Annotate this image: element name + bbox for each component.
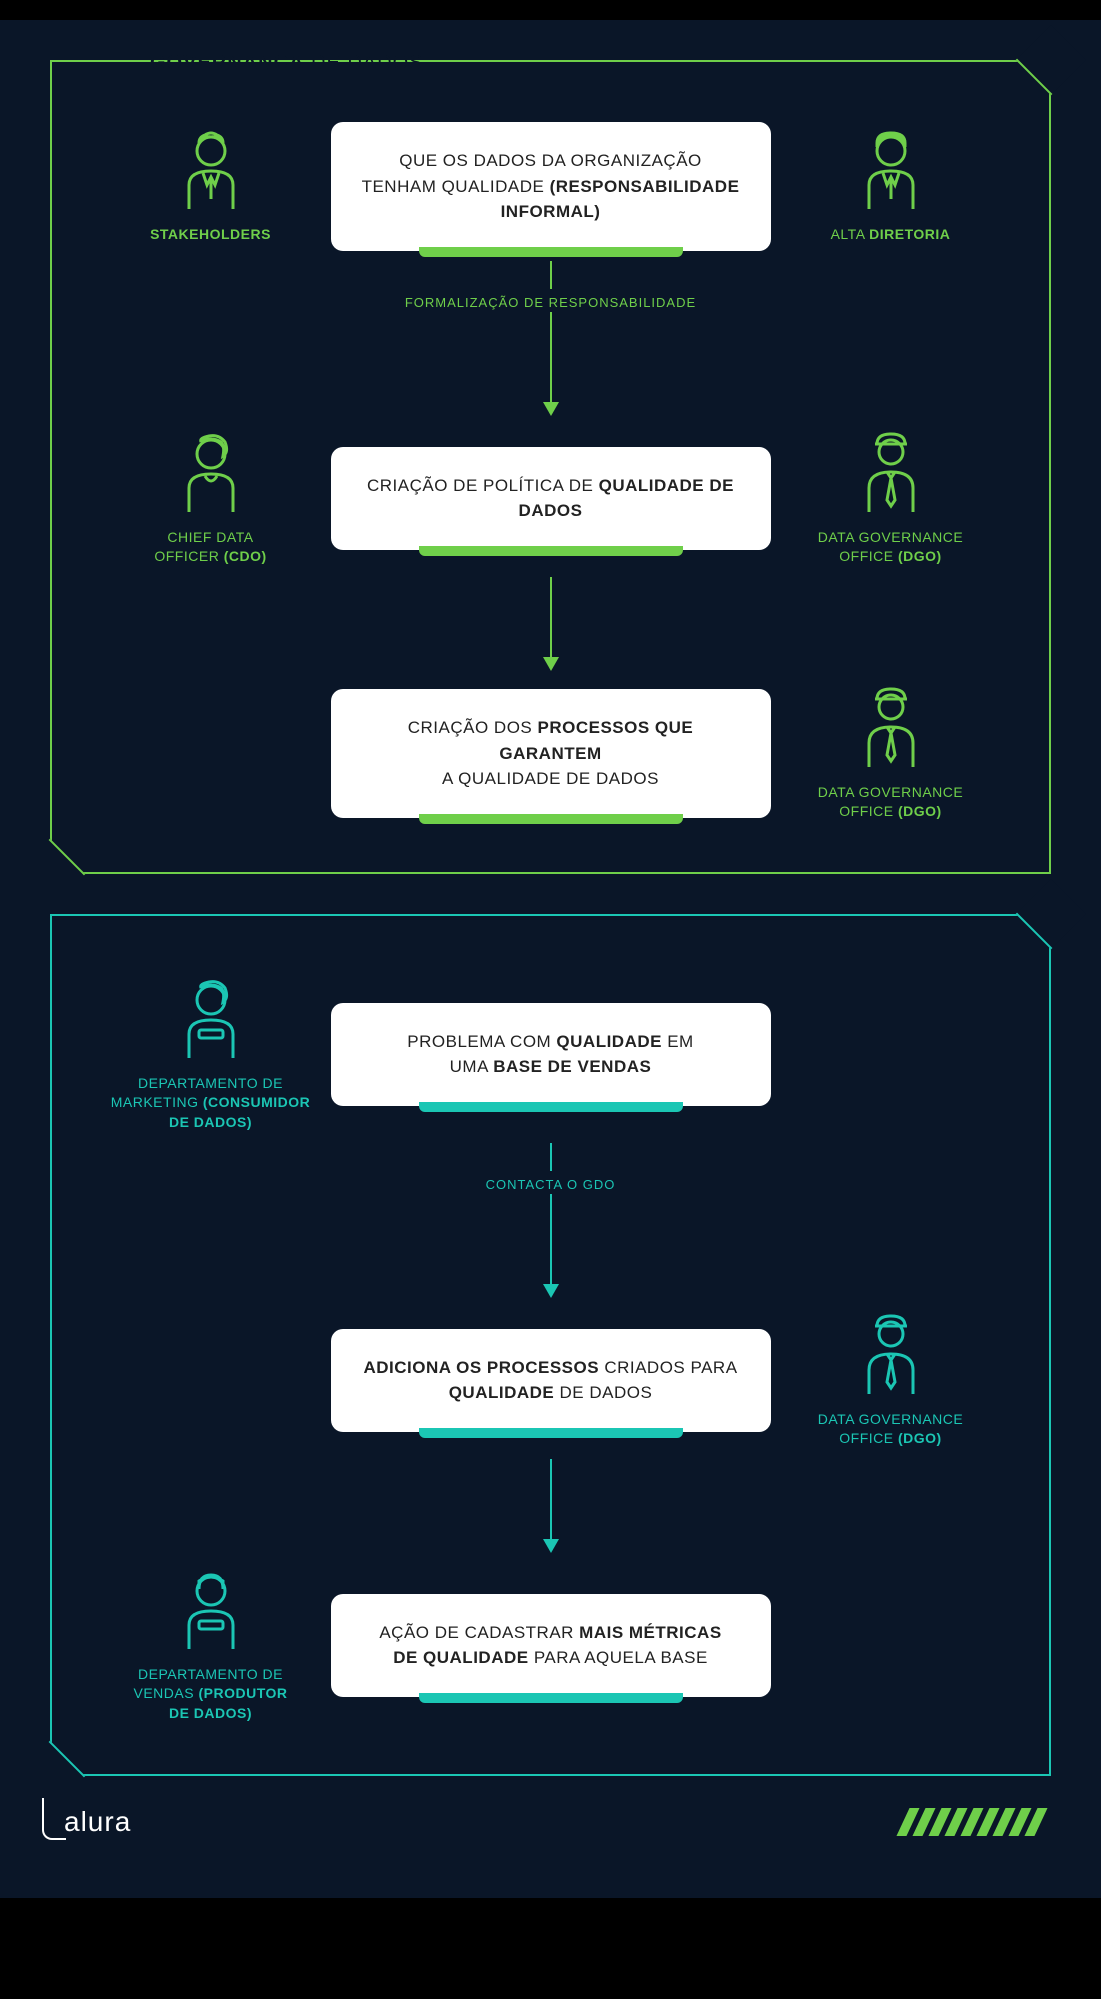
- brand-logo: alura: [60, 1806, 131, 1838]
- role-label: ALTA DIRETORIA: [831, 225, 951, 245]
- flow-card: AÇÃO DE CADASTRAR MAIS MÉTRICASDE QUALID…: [331, 1594, 771, 1697]
- dgo-icon: [851, 1312, 931, 1402]
- panel-rows: STAKEHOLDERS QUE OS DADOS DA ORGANIZAÇÃO…: [82, 122, 1019, 822]
- flow-connector: CONTACTA O GDO: [82, 1143, 1019, 1298]
- arrowhead-icon: [543, 1539, 559, 1553]
- flow-card: CRIAÇÃO DOS PROCESSOS QUE GARANTEMA QUAL…: [331, 689, 771, 818]
- role-label: CHIEF DATAOFFICER (CDO): [154, 528, 266, 567]
- card-underline: [419, 247, 683, 257]
- decorative-stripes: [903, 1808, 1041, 1836]
- role-label: STAKEHOLDERS: [150, 225, 271, 245]
- role-label: DEPARTAMENTO DEMARKETING (CONSUMIDORDE D…: [111, 1074, 311, 1133]
- panel-rows: DEPARTAMENTO DEMARKETING (CONSUMIDORDE D…: [82, 976, 1019, 1724]
- flow-row: DEPARTAMENTO DEMARKETING (CONSUMIDORDE D…: [82, 976, 1019, 1133]
- connector-label: CONTACTA O GDO: [486, 1177, 616, 1192]
- role-label: DATA GOVERNANCEOFFICE (DGO): [818, 1410, 963, 1449]
- panel-example: DEPARTAMENTO DEMARKETING (CONSUMIDORDE D…: [50, 914, 1051, 1776]
- role-left: DEPARTAMENTO DEMARKETING (CONSUMIDORDE D…: [111, 976, 311, 1133]
- arrowhead-icon: [543, 657, 559, 671]
- role-left: DEPARTAMENTO DEVENDAS (PRODUTORDE DADOS): [111, 1567, 311, 1724]
- role-label: DATA GOVERNANCEOFFICE (DGO): [818, 528, 963, 567]
- title-rest: DE DADOS: [311, 52, 423, 74]
- role-right: DATA GOVERNANCEOFFICE (DGO): [791, 430, 991, 567]
- card-underline: [419, 1693, 683, 1703]
- flow-connector: [82, 1459, 1019, 1553]
- flow-connector: [82, 577, 1019, 671]
- director-icon: [851, 127, 931, 217]
- infographic-canvas: GOVERNANÇA DE DADOS STAKEHOLDERS QUE OS …: [0, 20, 1101, 1898]
- flow-card: PROBLEMA COM QUALIDADE EMUMA BASE DE VEN…: [331, 1003, 771, 1106]
- flow-card: QUE OS DADOS DA ORGANIZAÇÃO TENHAM QUALI…: [331, 122, 771, 251]
- title-bold: GOVERNANÇA: [150, 52, 304, 74]
- card-underline: [419, 1102, 683, 1112]
- role-label: DEPARTAMENTO DEVENDAS (PRODUTORDE DADOS): [134, 1665, 288, 1724]
- arrowhead-icon: [543, 402, 559, 416]
- panel-governance: GOVERNANÇA DE DADOS STAKEHOLDERS QUE OS …: [50, 60, 1051, 874]
- flow-row: CRIAÇÃO DOS PROCESSOS QUE GARANTEMA QUAL…: [82, 685, 1019, 822]
- stakeholder-icon: [171, 127, 251, 217]
- role-label: DATA GOVERNANCEOFFICE (DGO): [818, 783, 963, 822]
- dgo-icon: [851, 685, 931, 775]
- flow-row: DEPARTAMENTO DEVENDAS (PRODUTORDE DADOS)…: [82, 1567, 1019, 1724]
- flow-card: CRIAÇÃO DE POLÍTICA DE QUALIDADE DE DADO…: [331, 447, 771, 550]
- role-right: ALTA DIRETORIA: [791, 127, 991, 245]
- flow-row: ADICIONA OS PROCESSOS CRIADOS PARAQUALID…: [82, 1312, 1019, 1449]
- panel-title-badge: GOVERNANÇA DE DADOS: [122, 42, 451, 85]
- role-right: DATA GOVERNANCEOFFICE (DGO): [791, 1312, 991, 1449]
- flow-row: STAKEHOLDERS QUE OS DADOS DA ORGANIZAÇÃO…: [82, 122, 1019, 251]
- footer: alura: [0, 1806, 1101, 1838]
- flow-card: ADICIONA OS PROCESSOS CRIADOS PARAQUALID…: [331, 1329, 771, 1432]
- marketing-icon: [171, 976, 251, 1066]
- flow-row: CHIEF DATAOFFICER (CDO) CRIAÇÃO DE POLÍT…: [82, 430, 1019, 567]
- card-underline: [419, 814, 683, 824]
- sales-icon: [171, 1567, 251, 1657]
- card-underline: [419, 1428, 683, 1438]
- arrowhead-icon: [543, 1284, 559, 1298]
- role-left: CHIEF DATAOFFICER (CDO): [111, 430, 311, 567]
- cdo-icon: [171, 430, 251, 520]
- role-left: STAKEHOLDERS: [111, 127, 311, 245]
- connector-label: FORMALIZAÇÃO DE RESPONSABILIDADE: [405, 295, 696, 310]
- corner-cut: [1016, 25, 1087, 96]
- card-underline: [419, 546, 683, 556]
- flow-connector: FORMALIZAÇÃO DE RESPONSABILIDADE: [82, 261, 1019, 416]
- role-right: DATA GOVERNANCEOFFICE (DGO): [791, 685, 991, 822]
- dgo-icon: [851, 430, 931, 520]
- corner-cut: [15, 839, 86, 910]
- corner-cut: [1016, 879, 1087, 950]
